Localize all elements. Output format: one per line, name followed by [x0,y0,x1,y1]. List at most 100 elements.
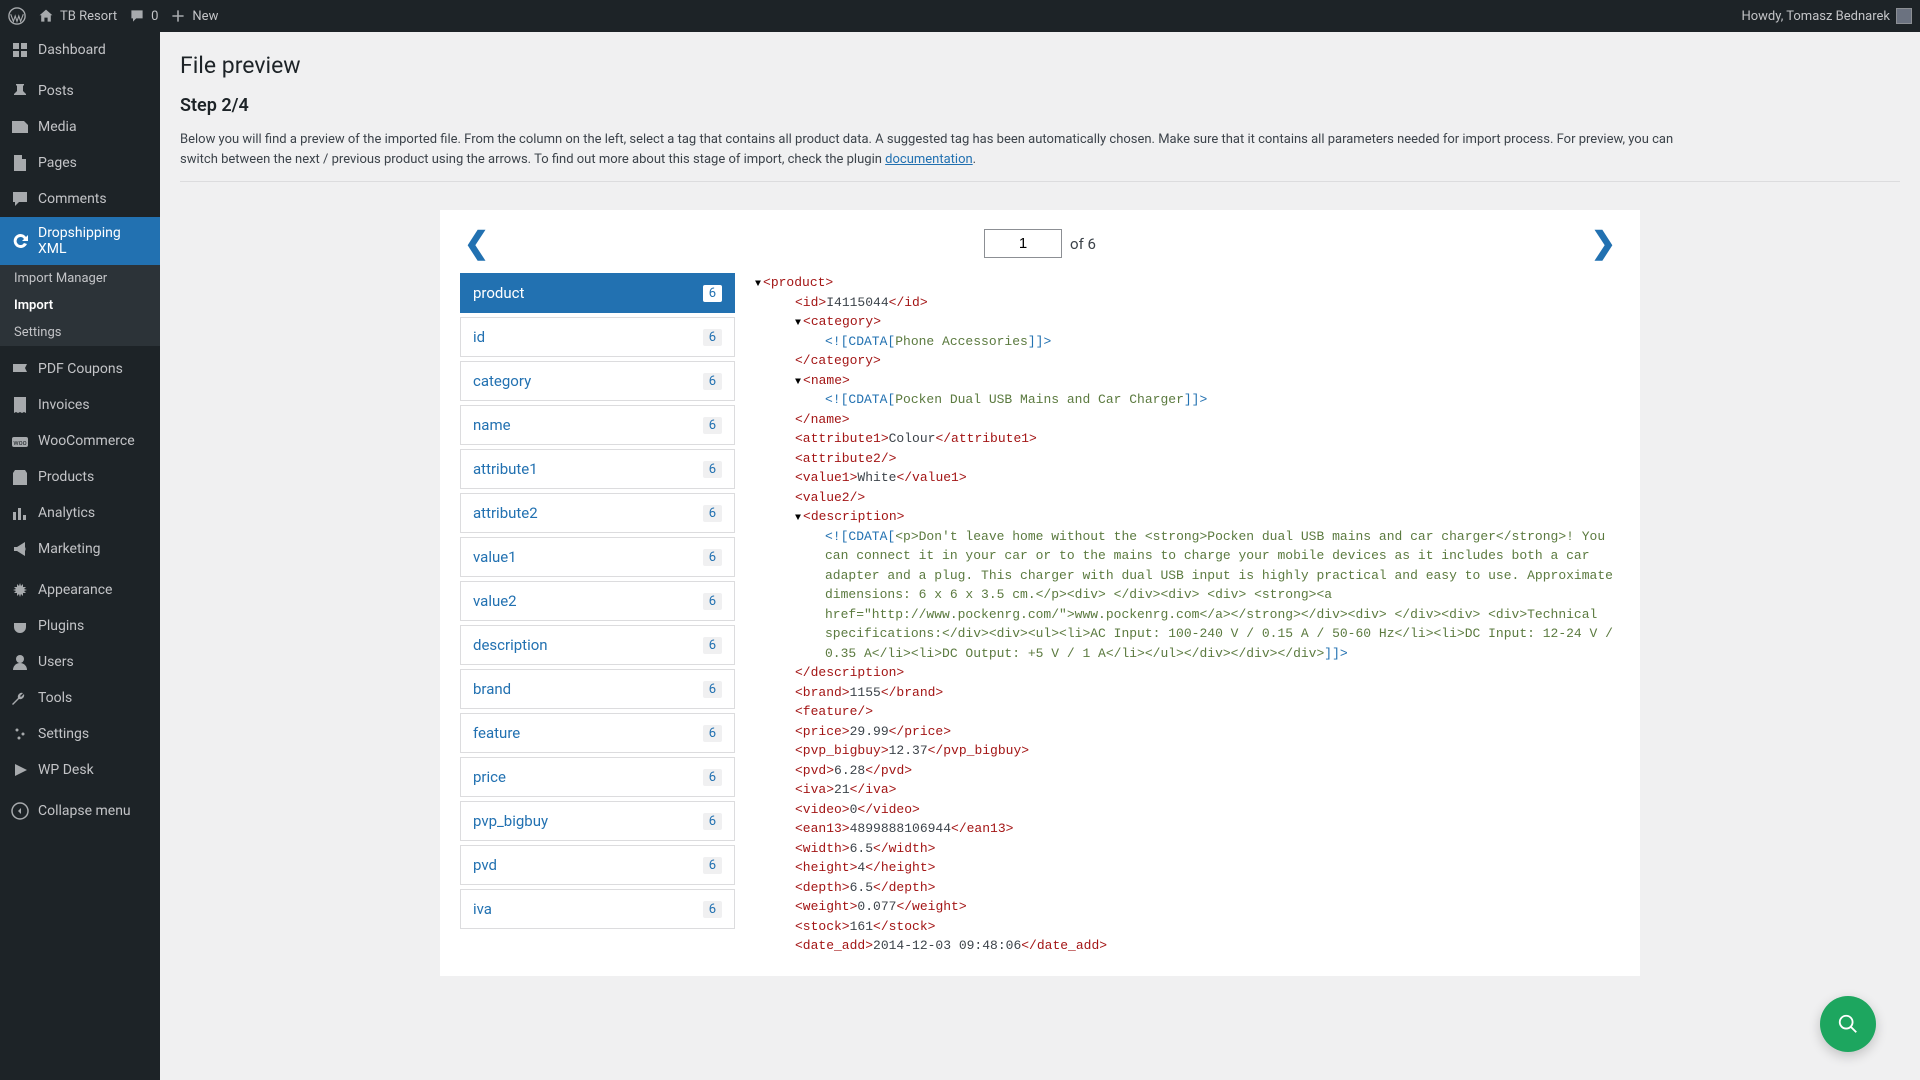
tag-label: name [473,416,511,434]
next-arrow[interactable]: ❯ [1587,226,1620,261]
page-icon [10,153,30,173]
tag-label: pvd [473,856,497,874]
tag-row-category[interactable]: category 6 [460,361,735,401]
sidebar-item-label: Plugins [38,618,84,634]
tag-label: value2 [473,592,517,610]
product-icon [10,467,30,487]
account-link[interactable]: Howdy, Tomasz Bednarek [1741,8,1912,24]
tag-count: 6 [703,901,722,918]
sidebar-item-media[interactable]: Media [0,109,160,145]
page-input[interactable] [984,229,1062,258]
tag-count: 6 [703,725,722,742]
avatar [1896,8,1912,24]
sidebar-item-tools[interactable]: Tools [0,680,160,716]
wp-logo[interactable] [8,7,26,25]
help-button[interactable] [1820,996,1876,1052]
tag-label: category [473,372,531,390]
tag-count: 6 [703,329,722,346]
admin-bar: TB Resort 0 New Howdy, Tomasz Bednarek [0,0,1920,32]
submenu-item-import-manager[interactable]: Import Manager [0,265,160,292]
main-content: File preview Step 2/4 Below you will fin… [160,32,1920,1080]
sidebar-item-label: Pages [38,155,77,171]
sidebar-item-users[interactable]: Users [0,644,160,680]
woo-icon: woo [10,431,30,451]
new-link[interactable]: New [170,8,218,24]
tag-row-value2[interactable]: value26 [460,581,735,621]
submenu-item-import[interactable]: Import [0,292,160,319]
sidebar-item-label: PDF Coupons [38,361,123,377]
tag-row-feature[interactable]: feature 6 [460,713,735,753]
svg-text:woo: woo [13,439,26,447]
comments-count: 0 [151,9,158,24]
analytics-icon [10,503,30,523]
tag-row-pvp_bigbuy[interactable]: pvp_bigbuy 6 [460,801,735,841]
sidebar-item-comments[interactable]: Comments [0,181,160,217]
media-icon [10,117,30,137]
plugin-icon [10,616,30,636]
sidebar-item-label: Comments [38,191,107,207]
sidebar-item-pdf-coupons[interactable]: PDF Coupons [0,351,160,387]
tag-label: product [473,284,524,302]
sidebar-item-label: Appearance [38,582,112,598]
tag-label: pvp_bigbuy [473,812,548,830]
marketing-icon [10,539,30,559]
tag-label: description [473,636,548,654]
tag-row-attribute2[interactable]: attribute26 [460,493,735,533]
pager: of 6 [984,229,1096,258]
tag-label: feature [473,724,520,742]
sidebar-item-woocommerce[interactable]: woo WooCommerce [0,423,160,459]
sidebar-item-settings[interactable]: Settings [0,716,160,752]
tag-row-id[interactable]: id6 [460,317,735,357]
tag-label: attribute2 [473,504,538,522]
sidebar-item-label: Marketing [38,541,101,557]
submenu-item-settings[interactable]: Settings [0,319,160,346]
tag-count: 6 [703,769,722,786]
sidebar-item-products[interactable]: Products [0,459,160,495]
sidebar-item-label: WooCommerce [38,433,135,449]
tag-count: 6 [703,417,722,434]
page-of: of 6 [1070,235,1096,253]
sidebar-item-marketing[interactable]: Marketing [0,531,160,567]
tag-row-value1[interactable]: value1 6 [460,537,735,577]
tag-label: value1 [473,548,517,566]
description: Below you will find a preview of the imp… [180,130,1700,169]
tag-count: 6 [703,373,722,390]
greeting: Howdy, Tomasz Bednarek [1741,9,1890,24]
divider [180,181,1900,182]
sidebar-item-label: Invoices [38,397,90,413]
sidebar-item-label: Settings [38,726,89,742]
search-icon [1837,1013,1859,1035]
sidebar-item-label: Tools [38,690,72,706]
tag-row-price[interactable]: price6 [460,757,735,797]
site-name: TB Resort [60,9,117,24]
tag-row-pvd[interactable]: pvd6 [460,845,735,885]
tag-label: brand [473,680,511,698]
comment-icon [10,189,30,209]
users-icon [10,652,30,672]
prev-arrow[interactable]: ❮ [460,226,493,261]
sidebar-item-wp-desk[interactable]: WP Desk [0,752,160,788]
tag-row-attribute1[interactable]: attribute16 [460,449,735,489]
site-name-link[interactable]: TB Resort [38,8,117,24]
wpdesk-icon [10,760,30,780]
sidebar-item-collapse-menu[interactable]: Collapse menu [0,793,160,829]
sidebar-item-label: Users [38,654,74,670]
comments-link[interactable]: 0 [129,8,158,24]
tag-count: 6 [703,549,722,566]
tag-row-brand[interactable]: brand6 [460,669,735,709]
tag-row-product[interactable]: product6 [460,273,735,313]
sidebar-item-dashboard[interactable]: Dashboard [0,32,160,68]
sidebar-item-pages[interactable]: Pages [0,145,160,181]
tag-count: 6 [703,813,722,830]
tag-row-name[interactable]: name 6 [460,405,735,445]
tag-count: 6 [703,461,722,478]
sidebar-item-posts[interactable]: Posts [0,73,160,109]
sidebar-item-plugins[interactable]: Plugins [0,608,160,644]
sidebar-item-dropshipping-xml[interactable]: Dropshipping XML [0,217,160,265]
sidebar-item-appearance[interactable]: Appearance [0,572,160,608]
tag-row-description[interactable]: description6 [460,625,735,665]
sidebar-item-invoices[interactable]: Invoices [0,387,160,423]
tag-row-iva[interactable]: iva6 [460,889,735,929]
documentation-link[interactable]: documentation [885,152,973,167]
sidebar-item-analytics[interactable]: Analytics [0,495,160,531]
